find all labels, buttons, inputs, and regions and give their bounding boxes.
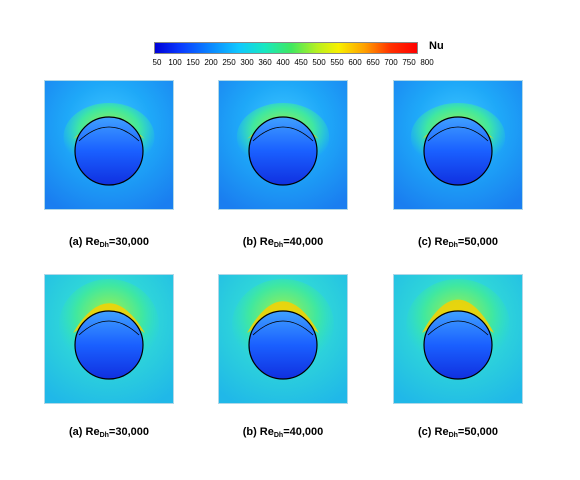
caption-r2-a: (a) ReDh=30,000 [69,426,149,439]
colorbar-tick-label: 700 [384,58,398,67]
colorbar-tick-label: 750 [402,58,416,67]
colorbar-tick-label: 600 [348,58,362,67]
colorbar-tick-label: 550 [330,58,344,67]
contour-plot [394,81,522,209]
contour-panel-r2-c [393,274,523,404]
colorbar-tick-label: 450 [294,58,308,67]
colorbar-tick-label: 200 [204,58,218,67]
colorbar-title: Nu [429,40,444,52]
contour-plot [394,275,522,403]
contour-plot [219,81,347,209]
colorbar-tick-label: 360 [258,58,272,67]
colorbar-tick-label: 800 [420,58,434,67]
colorbar [154,42,418,54]
colorbar-tick-label: 400 [276,58,290,67]
colorbar-tick-label: 100 [168,58,182,67]
contour-panel-r1-c [393,80,523,210]
contour-plot [45,275,173,403]
contour-panel-r2-b [218,274,348,404]
colorbar-tick-label: 500 [312,58,326,67]
contour-panel-r1-b [218,80,348,210]
caption-r1-a: (a) ReDh=30,000 [69,236,149,249]
contour-plot [219,275,347,403]
colorbar-tick-label: 50 [152,58,162,67]
caption-r2-b: (b) ReDh=40,000 [242,426,324,439]
caption-r1-b: (b) ReDh=40,000 [242,236,324,249]
contour-panel-r2-a [44,274,174,404]
contour-plot [45,81,173,209]
colorbar-tick-label: 300 [240,58,254,67]
caption-r1-c: (c) ReDh=50,000 [418,236,498,249]
colorbar-tick-label: 150 [186,58,200,67]
caption-r2-c: (c) ReDh=50,000 [418,426,498,439]
colorbar-tick-label: 250 [222,58,236,67]
colorbar-tick-label: 650 [366,58,380,67]
colorbar-ticks: 50 100 150 200 250 300 360 400 450 500 550 600 650 70… [148,58,436,70]
contour-panel-r1-a [44,80,174,210]
